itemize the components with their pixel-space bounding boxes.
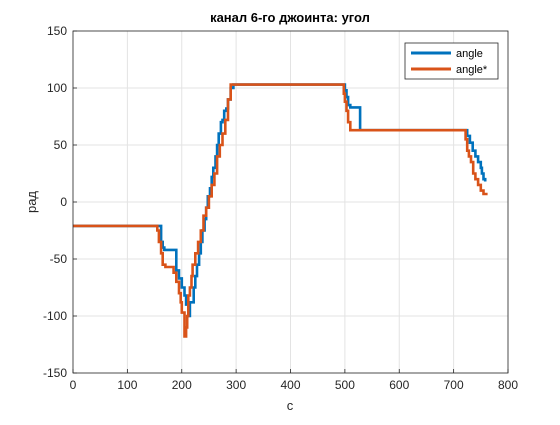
- y-tick-label: -50: [50, 252, 68, 266]
- legend: angle angle*: [405, 43, 498, 79]
- x-tick-label: 200: [172, 378, 192, 392]
- x-tick-label: 0: [70, 378, 77, 392]
- y-tick-label: 0: [60, 195, 67, 209]
- y-tick-label: 50: [54, 138, 68, 152]
- x-tick-label: 500: [335, 378, 355, 392]
- x-tick-label: 800: [498, 378, 518, 392]
- chart-title: канал 6-го джоинта: угол: [210, 10, 370, 25]
- legend-label-angle: angle: [456, 48, 483, 60]
- y-tick-label: 100: [47, 81, 67, 95]
- x-axis-label: с: [287, 398, 294, 413]
- x-tick-label: 300: [226, 378, 246, 392]
- x-tick-label: 600: [389, 378, 409, 392]
- x-tick-label: 100: [117, 378, 137, 392]
- y-tick-label: 150: [47, 24, 67, 38]
- legend-label-angle-star: angle*: [456, 64, 488, 76]
- y-tick-label: -100: [43, 309, 67, 323]
- y-ticks: -150 -100 -50 0 50 100 150: [43, 24, 77, 380]
- x-tick-label: 400: [280, 378, 300, 392]
- y-axis-label: рад: [24, 191, 39, 213]
- y-tick-label: -150: [43, 366, 67, 380]
- x-tick-label: 700: [444, 378, 464, 392]
